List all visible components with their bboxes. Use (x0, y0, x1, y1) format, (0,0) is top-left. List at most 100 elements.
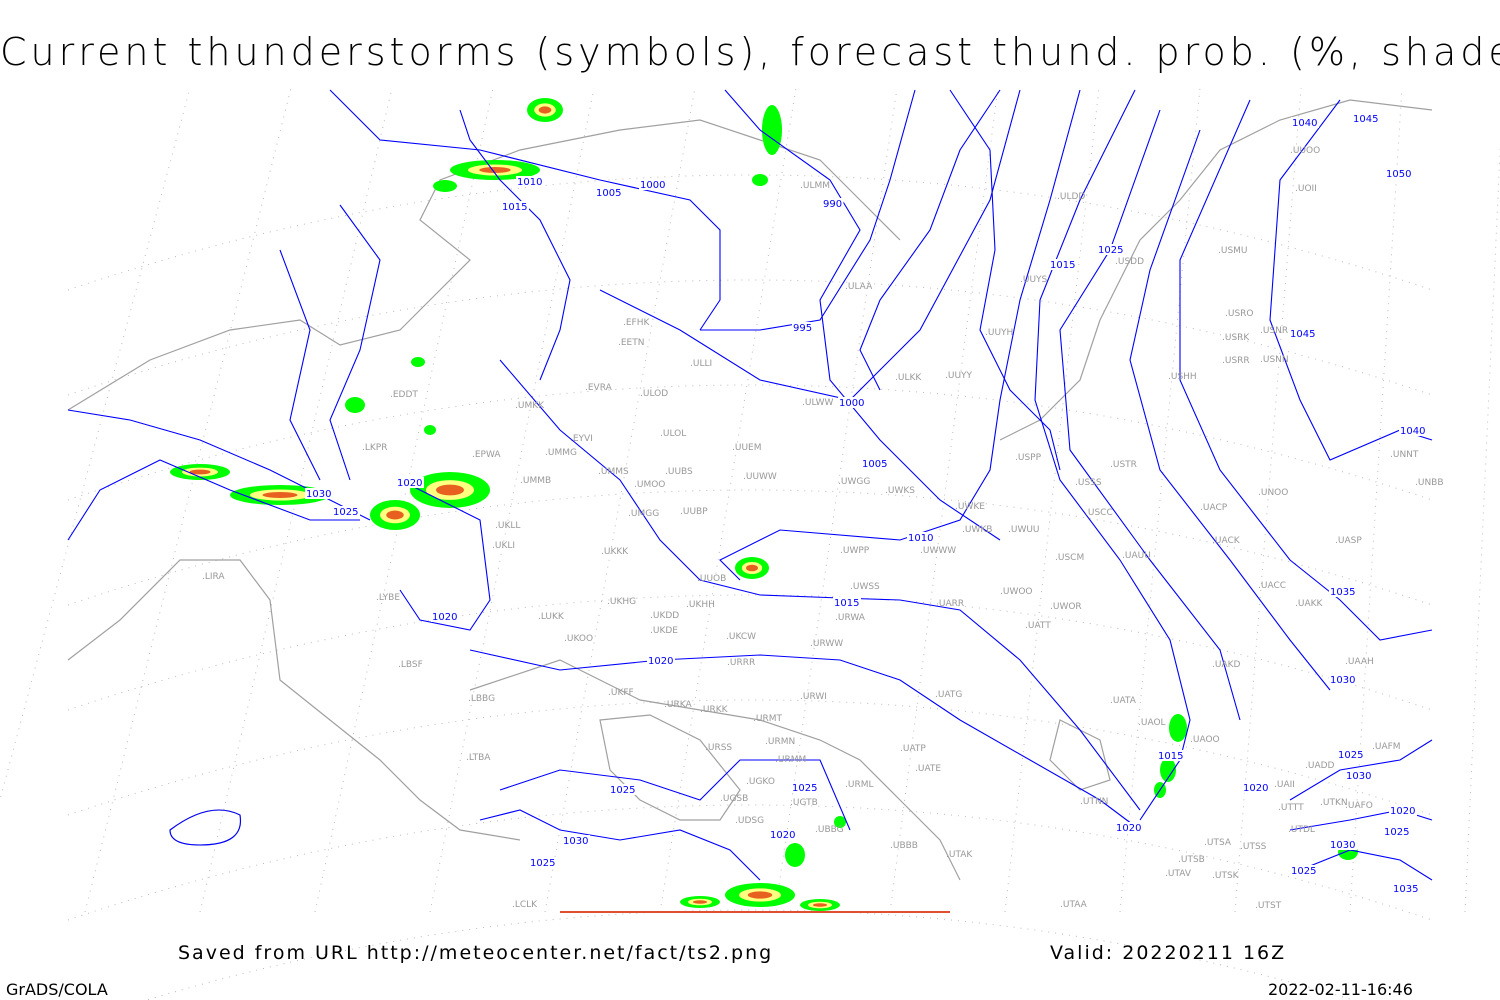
station-label: .LIRA (202, 572, 225, 582)
meridian-line (1119, 87, 1201, 913)
station-label: .EETN (618, 338, 644, 348)
station-label: .UNBB (1415, 478, 1444, 488)
isobar-label: 1030 (1346, 771, 1371, 782)
isobar-label: 990 (823, 199, 842, 210)
prob-area-high (436, 484, 464, 496)
prob-area-high (189, 469, 211, 475)
isobar-label: 1010 (908, 533, 933, 544)
isobar-line (499, 759, 851, 831)
isobar-label: 1050 (1386, 169, 1411, 180)
station-label: .UTSK (1212, 871, 1240, 881)
isobar-label-bg (822, 198, 844, 209)
isobar-label: 1015 (1158, 751, 1183, 762)
station-label: .UUBP (680, 507, 708, 517)
station-label: .EYVI (570, 434, 593, 444)
station-label: .UATA (1110, 696, 1137, 706)
station-label: .USRO (1225, 309, 1254, 319)
meridian-line (1234, 87, 1302, 913)
station-label: .UWKE (955, 502, 985, 512)
station-label: .ULLI (690, 359, 712, 369)
isobar-label-bg (838, 397, 866, 408)
isobar-label: 1025 (1291, 866, 1316, 877)
isobar-label: 1020 (1116, 823, 1141, 834)
station-label: .UAFM (1372, 742, 1401, 752)
coastline (67, 119, 901, 411)
isobar-label-bg (1399, 425, 1427, 436)
isobar-line (700, 89, 916, 331)
isobar-label-bg (1352, 113, 1380, 124)
isobar-label: 1015 (1050, 260, 1075, 271)
isobar-line (499, 359, 1141, 811)
timestamp: 2022-02-11-16:46 (1268, 980, 1413, 999)
isobar-label: 1030 (563, 836, 588, 847)
station-label: .UUYH (985, 328, 1013, 338)
meridian-line (1464, 142, 1500, 913)
station-label: .USTR (1110, 460, 1137, 470)
station-label: .UKLL (495, 521, 520, 531)
isobar-line (67, 409, 371, 521)
isobar-line (1299, 849, 1433, 881)
parallel-line (67, 174, 1433, 291)
isobar-label-bg (1345, 770, 1373, 781)
isobar-label: 1045 (1353, 114, 1378, 125)
station-label: .UUOB (697, 574, 726, 584)
coastline (1049, 719, 1111, 791)
meridian-line (889, 87, 999, 913)
isobar-label: 1025 (792, 783, 817, 794)
station-label: .LYBE (376, 593, 400, 603)
isobar-line (399, 479, 491, 631)
isobar-label: 1030 (306, 489, 331, 500)
station-label: .UWKB (962, 525, 992, 535)
station-label: .LKPR (362, 443, 387, 453)
station-label: .URWW (810, 639, 843, 649)
isobar-label-bg (792, 322, 814, 333)
station-label: .UMMG (545, 448, 577, 458)
station-label: .USCM (1055, 553, 1084, 563)
isobar-label: 1030 (1330, 840, 1355, 851)
isobar-line (1034, 89, 1191, 821)
station-label: .USRK (1222, 333, 1250, 343)
isobar-label-bg (1392, 883, 1420, 894)
station-label: .USRR (1222, 356, 1250, 366)
station-label: .UDSG (735, 816, 764, 826)
isobar-label-bg (529, 857, 557, 868)
station-label: .UTSB (1178, 855, 1205, 865)
station-label: .UWKS (885, 486, 915, 496)
isobar-label-bg (332, 506, 360, 517)
station-label: .UWWW (920, 546, 956, 556)
station-label: .LBSF (398, 660, 423, 670)
isobar-label: 1045 (1290, 329, 1315, 340)
prob-area-high (813, 903, 827, 907)
isobar-line (599, 89, 1021, 401)
station-label: .USHH (1168, 372, 1197, 382)
station-label: .URML (845, 780, 873, 790)
coastlines (67, 99, 1433, 881)
prob-area-high (747, 891, 773, 899)
station-label: .URMN (765, 737, 795, 747)
station-label: .UTNN (1080, 797, 1108, 807)
isobar-line (329, 204, 381, 481)
station-label: .USPP (1015, 453, 1042, 463)
station-label: .UKDD (650, 611, 679, 621)
isobar-label-bg (1385, 168, 1413, 179)
station-label: .ULWW (802, 398, 834, 408)
station-label: .UTDL (1288, 825, 1315, 835)
isobar-label-bg (833, 597, 861, 608)
lat-lon-grid (0, 87, 1500, 1000)
isobar-label: 1020 (397, 478, 422, 489)
isobar-line (1179, 99, 1433, 641)
station-label: .UUYS (1020, 275, 1048, 285)
isobar-label-bg (1242, 782, 1270, 793)
station-label: .UUBS (665, 467, 693, 477)
station-label: .UAOO (1190, 735, 1220, 745)
isobar-label: 1025 (1384, 827, 1409, 838)
prob-area-high (386, 510, 404, 520)
station-label: .USNN (1260, 355, 1289, 365)
isobar-label: 1040 (1292, 118, 1317, 129)
prob-area-low (762, 105, 782, 155)
station-label: .UAII (1274, 780, 1295, 790)
station-label: .UTAV (1165, 869, 1192, 879)
isobar-label-bg (609, 784, 637, 795)
station-label: .UKHG (607, 597, 636, 607)
